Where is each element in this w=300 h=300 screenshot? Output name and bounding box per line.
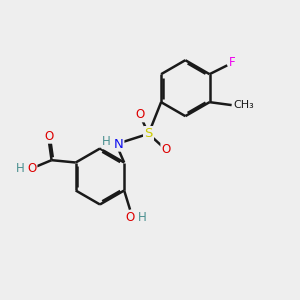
Text: O: O bbox=[27, 163, 37, 176]
Text: S: S bbox=[144, 127, 153, 140]
Text: O: O bbox=[125, 211, 135, 224]
Text: O: O bbox=[44, 130, 53, 142]
Text: CH₃: CH₃ bbox=[234, 100, 254, 110]
Text: O: O bbox=[162, 143, 171, 157]
Text: O: O bbox=[135, 108, 144, 121]
Text: H: H bbox=[138, 211, 147, 224]
Text: F: F bbox=[229, 56, 236, 70]
Text: N: N bbox=[114, 138, 123, 151]
Text: H: H bbox=[16, 163, 24, 176]
Text: H: H bbox=[102, 135, 111, 148]
